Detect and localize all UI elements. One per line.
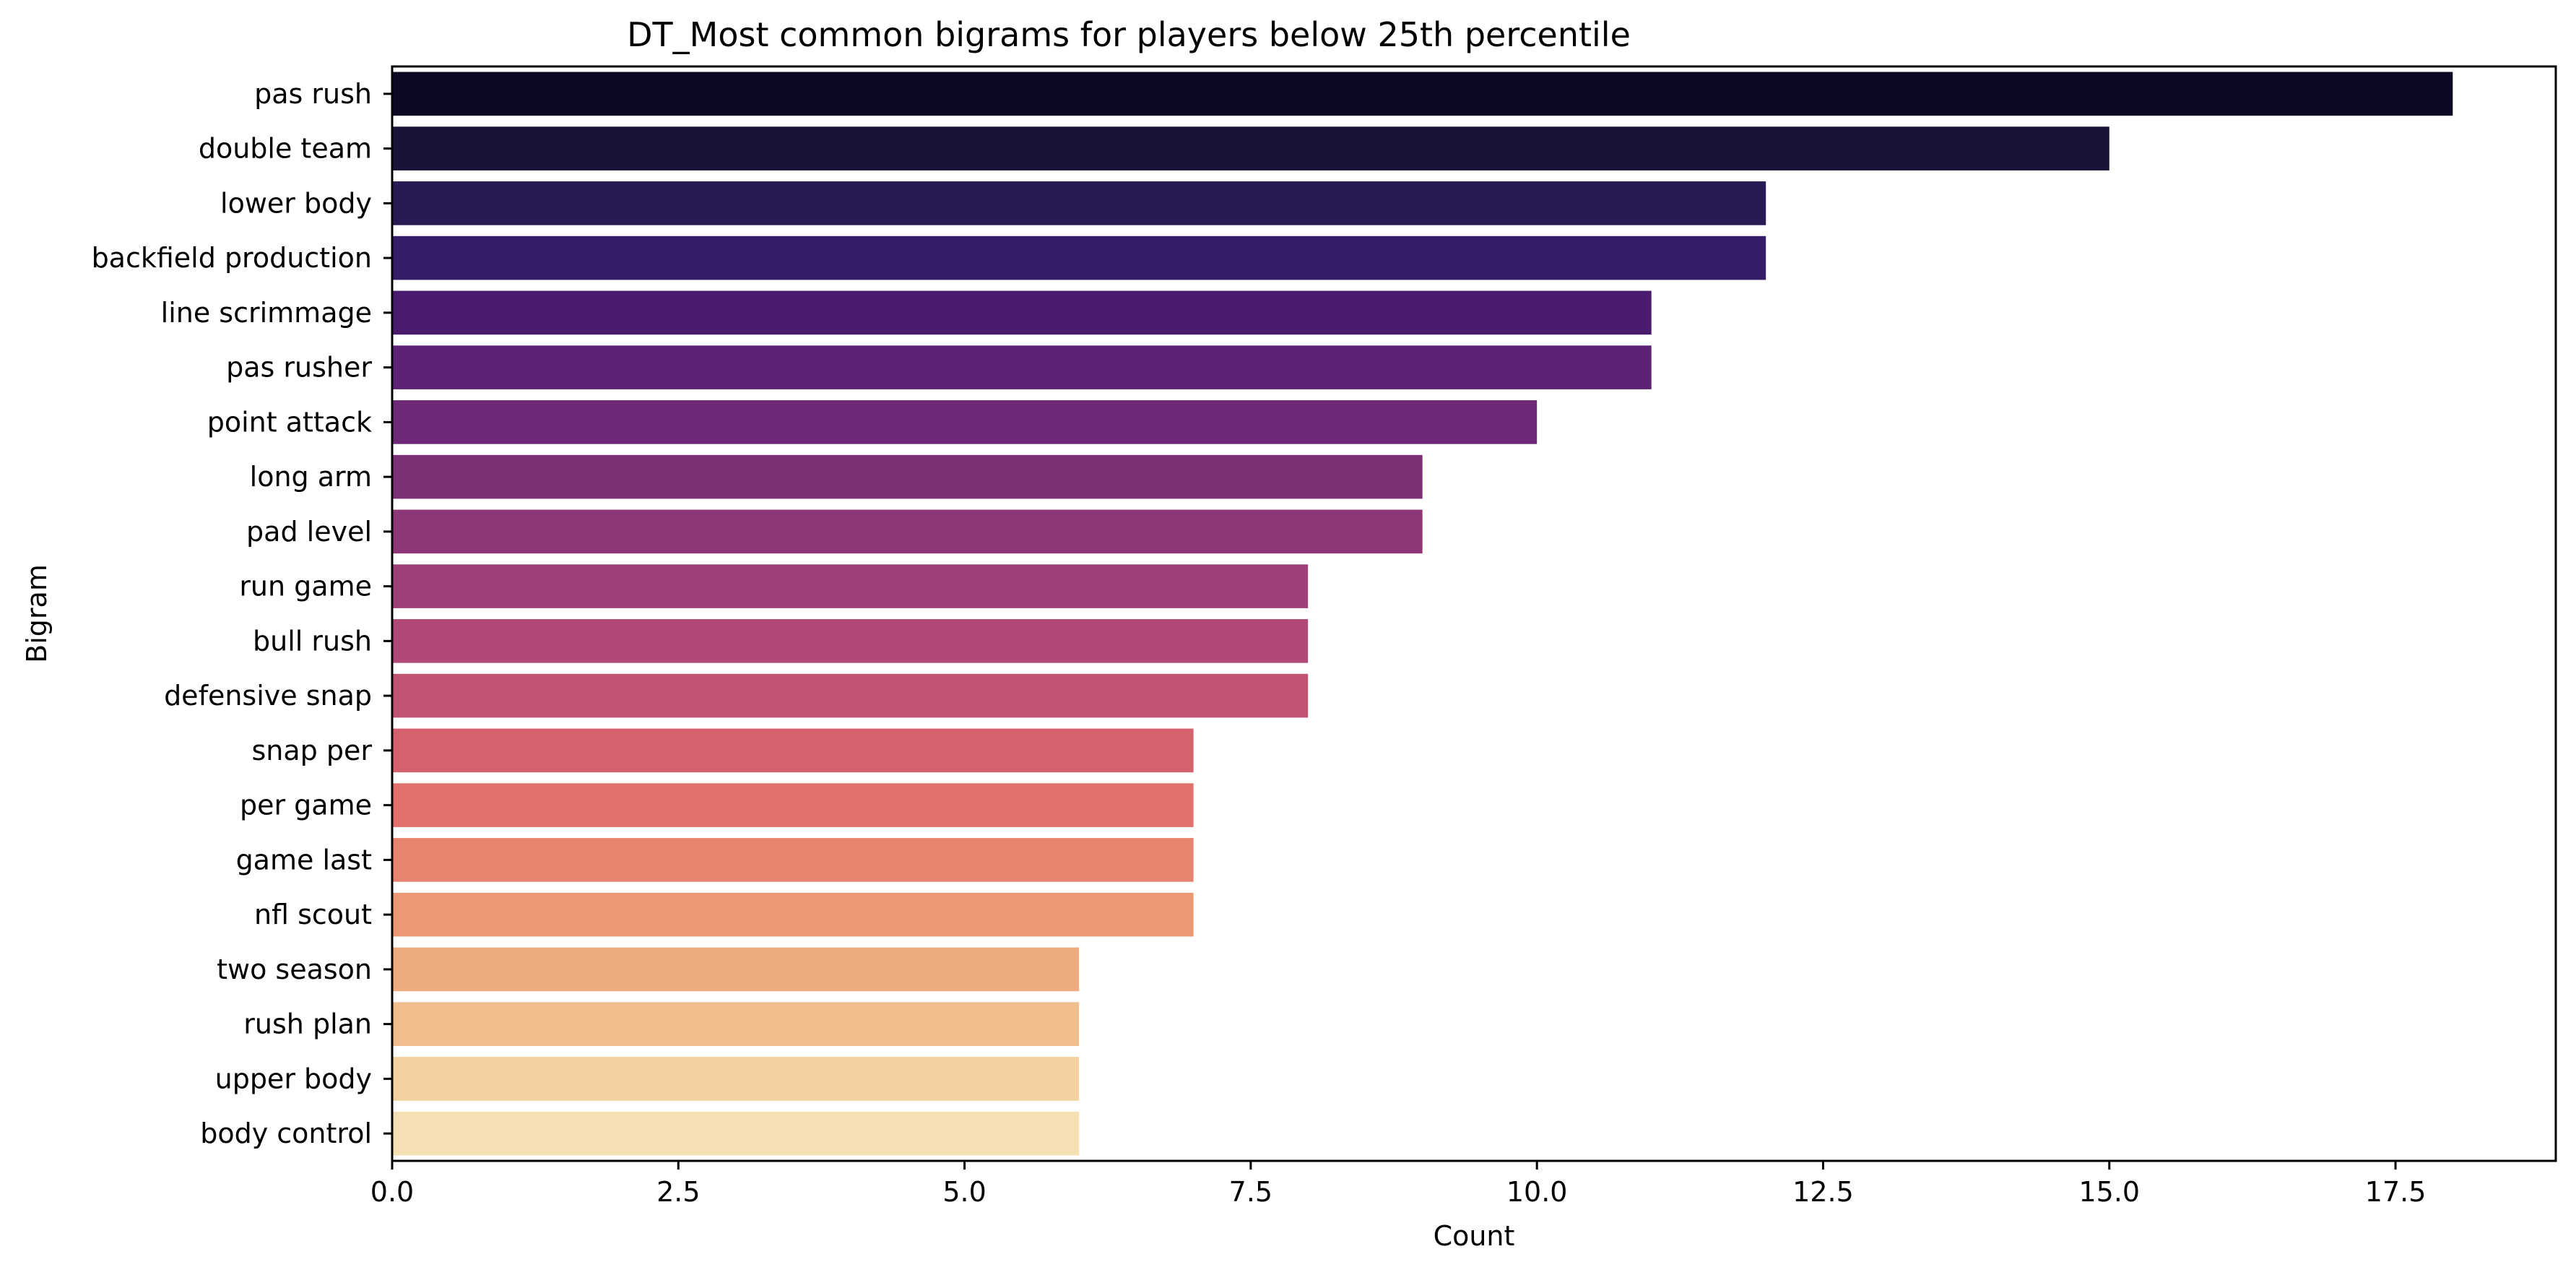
x-tick-label: 15.0 bbox=[2078, 1176, 2140, 1208]
y-tick-label: rush plan bbox=[243, 1008, 372, 1040]
bar-line-scrimmage bbox=[392, 290, 1652, 335]
x-tick-label: 5.0 bbox=[942, 1176, 986, 1208]
bar-per-game bbox=[392, 783, 1194, 827]
bar-pas-rusher bbox=[392, 345, 1652, 389]
bar-long-arm bbox=[392, 454, 1423, 499]
y-tick-label: long arm bbox=[250, 461, 372, 493]
bar-nfl-scout bbox=[392, 892, 1194, 937]
plot-frame bbox=[391, 65, 2557, 1162]
y-tick-label: per game bbox=[240, 790, 372, 821]
bar-pad-level bbox=[392, 509, 1423, 554]
chart-title: DT_Most common bigrams for players below… bbox=[627, 15, 1631, 54]
y-tick-label: two season bbox=[217, 954, 372, 985]
y-tick-label: lower body bbox=[220, 187, 372, 219]
bar-double-team bbox=[392, 126, 2109, 170]
y-axis-label: Bigram bbox=[21, 564, 53, 663]
x-tick-label: 17.5 bbox=[2365, 1176, 2427, 1208]
bar-game-last bbox=[392, 838, 1194, 882]
y-tick-label: double team bbox=[199, 133, 372, 165]
bar-body-control bbox=[392, 1111, 1080, 1156]
x-axis-label: Count bbox=[1434, 1220, 1515, 1252]
bar-point-attack bbox=[392, 400, 1538, 444]
bar-defensive-snap bbox=[392, 673, 1309, 718]
bar-snap-per bbox=[392, 728, 1194, 773]
bar-lower-body bbox=[392, 181, 1766, 225]
x-tick-label: 12.5 bbox=[1792, 1176, 1854, 1208]
y-tick-label: pad level bbox=[246, 516, 372, 548]
bar-bull-rush bbox=[392, 619, 1309, 663]
y-tick-label: point attack bbox=[207, 406, 372, 438]
bars-group bbox=[392, 72, 2453, 1156]
y-tick-label: pas rush bbox=[254, 78, 372, 110]
y-tick-label: body control bbox=[200, 1118, 372, 1149]
bar-upper-body bbox=[392, 1057, 1080, 1101]
bar-pas-rush bbox=[392, 72, 2453, 116]
x-tick-label: 2.5 bbox=[656, 1176, 700, 1208]
y-tick-label: game last bbox=[236, 844, 372, 876]
y-tick-label: line scrimmage bbox=[161, 297, 372, 329]
x-tick-label: 10.0 bbox=[1506, 1176, 1568, 1208]
bar-backfield-production bbox=[392, 235, 1766, 280]
y-tick-label: defensive snap bbox=[164, 680, 372, 712]
y-tick-label: run game bbox=[239, 571, 372, 602]
y-tick-label: snap per bbox=[252, 735, 373, 766]
bar-two-season bbox=[392, 947, 1080, 992]
x-axis-ticks: 0.0 2.5 5.0 7.5 10.0 12.5 15.0 17.5 bbox=[370, 1161, 2427, 1208]
y-tick-label: bull rush bbox=[253, 625, 372, 657]
y-tick-label: pas rusher bbox=[226, 352, 372, 384]
y-tick-label: nfl scout bbox=[254, 899, 372, 930]
y-axis-ticks: pas rush double team lower body backfield p… bbox=[92, 78, 392, 1149]
x-tick-label: 0.0 bbox=[370, 1176, 414, 1208]
y-tick-label: upper body bbox=[215, 1063, 372, 1094]
bar-rush-plan bbox=[392, 1002, 1080, 1046]
x-tick-label: 7.5 bbox=[1229, 1176, 1272, 1208]
y-tick-label: backfield production bbox=[92, 242, 372, 274]
bar-run-game bbox=[392, 564, 1309, 608]
